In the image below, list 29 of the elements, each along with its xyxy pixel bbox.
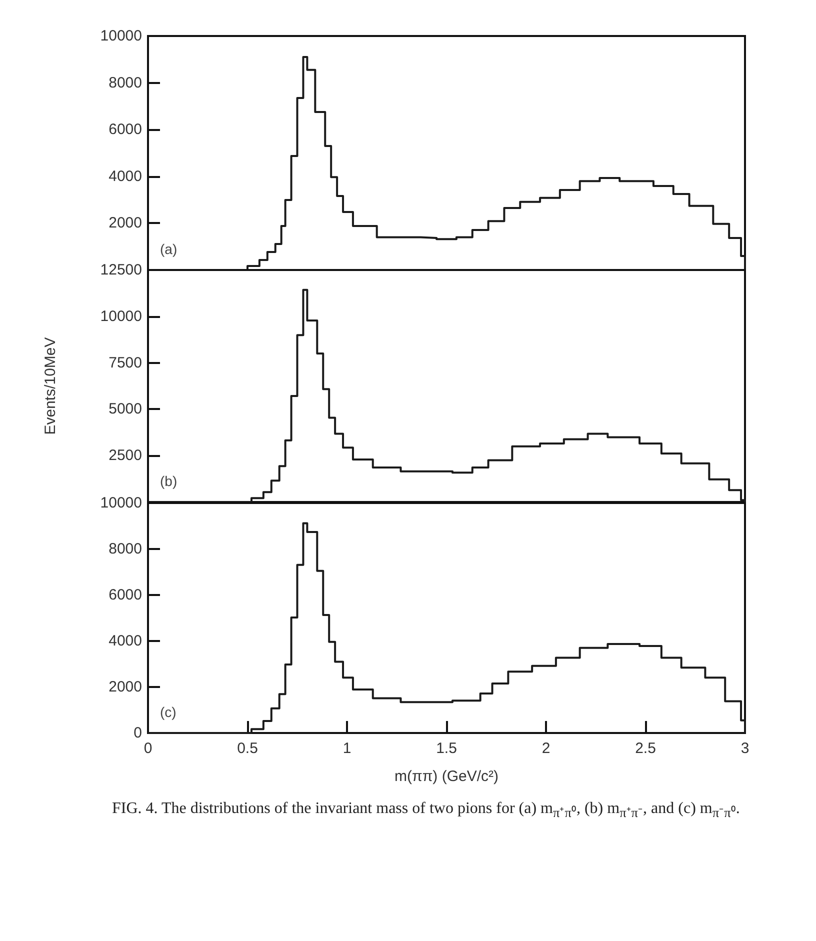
y-tick-label: 6000 bbox=[108, 586, 142, 604]
x-axis-title: m(ππ) (GeV/c²) bbox=[394, 768, 499, 785]
y-tick-label: 2500 bbox=[108, 447, 142, 464]
annotation: (a) bbox=[160, 241, 178, 257]
y-tick-label: 6000 bbox=[108, 121, 142, 138]
annotation: (b) bbox=[160, 473, 178, 489]
x-tick-label: 2 bbox=[542, 740, 550, 757]
y-tick-label: 10000 bbox=[100, 494, 142, 512]
annotation: (c) bbox=[160, 704, 176, 720]
y-tick-label: 2000 bbox=[108, 214, 142, 232]
x-tick-label: 1.5 bbox=[436, 740, 457, 757]
caption: FIG. 4. The distributions of the invariant mass of two pions for (a) m$_{π⁺π⁰}$, (b) m$_{π⁺π⁻}$, and (c) m$_{π⁻π⁰}$. bbox=[111, 799, 741, 822]
y-tick-label: 8000 bbox=[108, 74, 142, 92]
x-tick-label: 3 bbox=[740, 740, 750, 757]
y-tick-label: 12500 bbox=[100, 262, 142, 278]
x-tick-label: 1 bbox=[342, 740, 352, 757]
x-tick-label: 0.5 bbox=[237, 740, 258, 757]
y-tick-label: 8000 bbox=[108, 540, 142, 558]
y-tick-label: 5000 bbox=[108, 400, 142, 418]
y-tick-label: 2000 bbox=[108, 678, 142, 696]
y-tick-label: 4000 bbox=[108, 168, 142, 185]
x-tick-label: 0 bbox=[144, 740, 152, 757]
y-axis-title: Events/10MeV bbox=[42, 337, 59, 435]
x-tick-label: 2.5 bbox=[635, 740, 656, 757]
y-tick-label: 0 bbox=[134, 724, 142, 742]
y-tick-label: 7500 bbox=[108, 354, 142, 372]
y-tick-label: 10000 bbox=[100, 28, 142, 44]
y-tick-label: 4000 bbox=[108, 632, 142, 650]
y-tick-label: 10000 bbox=[100, 308, 142, 325]
